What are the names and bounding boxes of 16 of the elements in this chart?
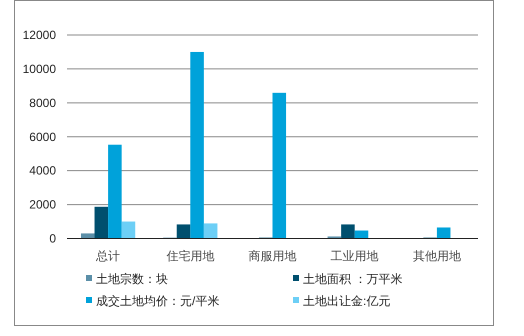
legend-label: 土地面积 ：万平米 — [303, 272, 402, 286]
legend-label: 土地出让金:亿元 — [303, 294, 390, 308]
y-tick-label: 0 — [49, 232, 56, 246]
y-tick-label: 2000 — [29, 198, 56, 212]
x-tick-label: 住宅用地 — [165, 249, 214, 263]
legend-label: 土地宗数：块 — [96, 272, 168, 286]
x-tick-label: 其他用地 — [412, 249, 461, 263]
x-tick-label: 工业用地 — [330, 249, 379, 263]
y-tick-label: 6000 — [29, 130, 56, 144]
y-tick-label: 4000 — [29, 164, 56, 178]
legend-label: 成交土地均价：元/平米 — [96, 294, 220, 308]
y-tick-label: 8000 — [29, 96, 56, 110]
x-tick-label: 总计 — [95, 249, 120, 263]
y-tick-label: 10000 — [22, 62, 56, 76]
y-tick-label: 12000 — [22, 28, 56, 42]
x-tick-label: 商服用地 — [248, 249, 296, 263]
